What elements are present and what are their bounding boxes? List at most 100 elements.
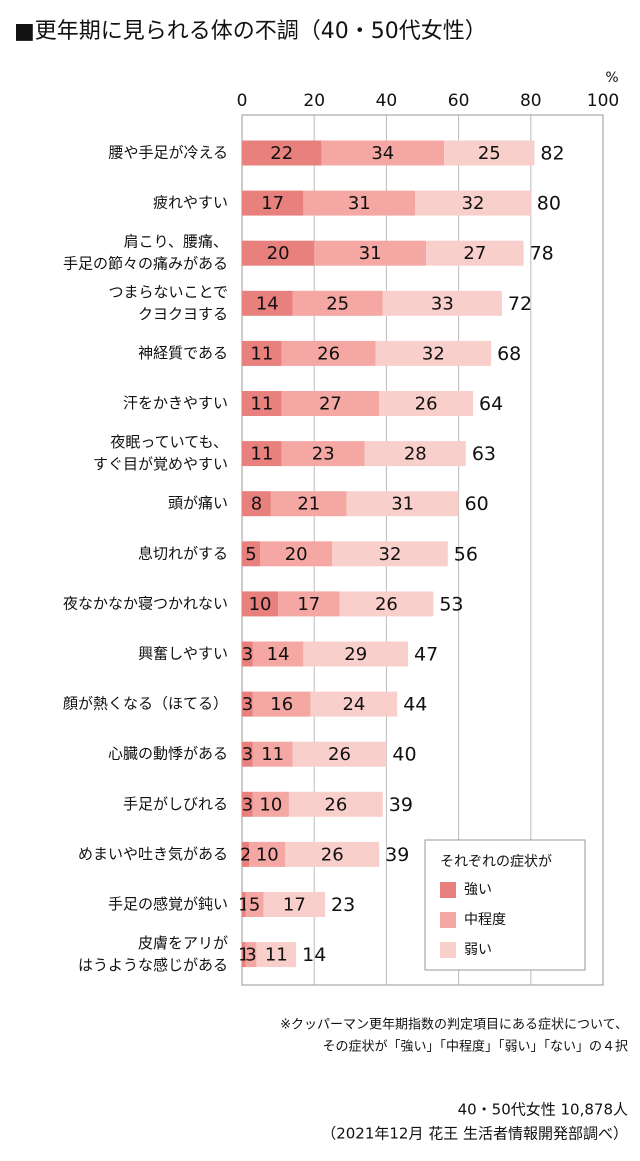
bar: [281, 441, 365, 467]
value-label: 34: [371, 143, 394, 164]
legend-label: 強い: [464, 882, 492, 898]
bar: [292, 290, 383, 316]
value-label: 11: [265, 945, 288, 966]
y-tick-label: つまらないことで: [108, 283, 228, 301]
x-tick-label: 60: [448, 91, 470, 111]
value-label: 17: [297, 594, 320, 615]
x-tick-label: 20: [303, 91, 325, 111]
legend-swatch: [440, 882, 456, 898]
bar: [260, 541, 333, 567]
total-label: 47: [414, 644, 438, 666]
y-tick-label: 手足がしびれる: [123, 795, 228, 813]
bar: [303, 190, 416, 216]
value-label: 3: [242, 694, 253, 715]
total-label: 23: [331, 894, 355, 916]
total-label: 14: [302, 944, 326, 966]
value-label: 3: [242, 794, 253, 815]
bar: [242, 942, 246, 968]
bar: [310, 691, 398, 717]
y-tick-label: 疲れやすい: [153, 194, 228, 212]
y-tick-label: クヨクヨする: [138, 305, 228, 323]
value-label: 32: [422, 343, 445, 364]
bar: [321, 140, 445, 166]
y-tick-label: 顔が熱くなる（ほてる）: [63, 695, 228, 713]
value-label: 1: [238, 945, 249, 966]
value-label: 10: [259, 794, 282, 815]
value-label: 3: [242, 644, 253, 665]
bar: [375, 340, 492, 366]
y-tick-label: 汗をかきやすい: [123, 394, 228, 412]
x-tick-label: 100: [587, 91, 619, 111]
value-label: 11: [261, 744, 284, 765]
bar: [242, 591, 279, 617]
bar: [278, 591, 340, 617]
y-tick-label: 興奮しやすい: [138, 645, 228, 663]
bar: [242, 190, 304, 216]
bar: [314, 240, 427, 266]
y-tick-label: 心臓の動悸がある: [108, 745, 228, 763]
x-tick-label: 40: [376, 91, 398, 111]
bar: [281, 340, 376, 366]
bar: [444, 140, 535, 166]
total-label: 64: [479, 393, 503, 415]
bar: [242, 892, 246, 917]
legend-box: [424, 839, 586, 971]
bar: [242, 791, 253, 817]
bar: [263, 892, 326, 917]
bar: [415, 190, 531, 216]
value-label: 14: [256, 293, 279, 314]
bar: [256, 942, 297, 968]
value-label: 10: [249, 594, 272, 615]
bar: [242, 491, 271, 517]
bar: [242, 441, 282, 467]
value-label: 5: [245, 544, 256, 565]
bar: [346, 491, 459, 517]
total-label: 63: [472, 443, 496, 465]
bar: [242, 240, 315, 266]
bar: [242, 641, 253, 667]
legend-label: 中程度: [464, 912, 506, 928]
bar: [242, 841, 250, 867]
value-label: 27: [463, 243, 486, 264]
value-label: 31: [359, 243, 382, 264]
value-label: 8: [251, 494, 262, 515]
y-tick-label: 腰や手足が冷える: [108, 144, 228, 162]
value-label: 25: [326, 293, 349, 314]
value-label: 27: [319, 394, 342, 415]
value-label: 26: [415, 394, 438, 415]
bar: [292, 741, 387, 767]
value-label: 32: [462, 193, 485, 214]
bar: [332, 541, 448, 567]
bar: [303, 641, 409, 667]
value-label: 17: [261, 193, 284, 214]
bar: [242, 541, 261, 567]
bar: [242, 741, 253, 767]
value-label: 26: [321, 844, 344, 865]
bar: [249, 841, 286, 867]
footnote: ※クッパーマン更年期指数の判定項目にある症状について、: [280, 1018, 628, 1033]
chart-title: ■更年期に見られる体の不調（40・50代女性）: [14, 19, 487, 44]
y-tick-label: めまいや吐き気がある: [78, 845, 228, 863]
y-tick-label: 頭が痛い: [168, 494, 228, 512]
value-label: 11: [250, 343, 273, 364]
value-label: 1: [238, 895, 249, 916]
value-label: 16: [270, 694, 293, 715]
value-label: 32: [379, 544, 402, 565]
value-label: 23: [312, 444, 335, 465]
value-label: 26: [375, 594, 398, 615]
value-label: 5: [249, 895, 260, 916]
value-label: 26: [317, 343, 340, 364]
bar: [252, 791, 289, 817]
y-tick-label: 息切れがする: [138, 544, 228, 562]
legend-swatch: [440, 942, 456, 958]
total-label: 72: [508, 293, 532, 315]
y-tick-label: 夜眠っていても、: [110, 433, 228, 451]
y-tick-label: 皮膚をアリが: [138, 934, 228, 952]
total-label: 60: [465, 493, 489, 515]
total-label: 82: [540, 143, 564, 165]
y-tick-label: 手足の節々の痛みがある: [63, 255, 228, 273]
bar: [245, 942, 257, 968]
x-tick-label: 0: [237, 91, 248, 111]
total-label: 78: [530, 243, 554, 265]
